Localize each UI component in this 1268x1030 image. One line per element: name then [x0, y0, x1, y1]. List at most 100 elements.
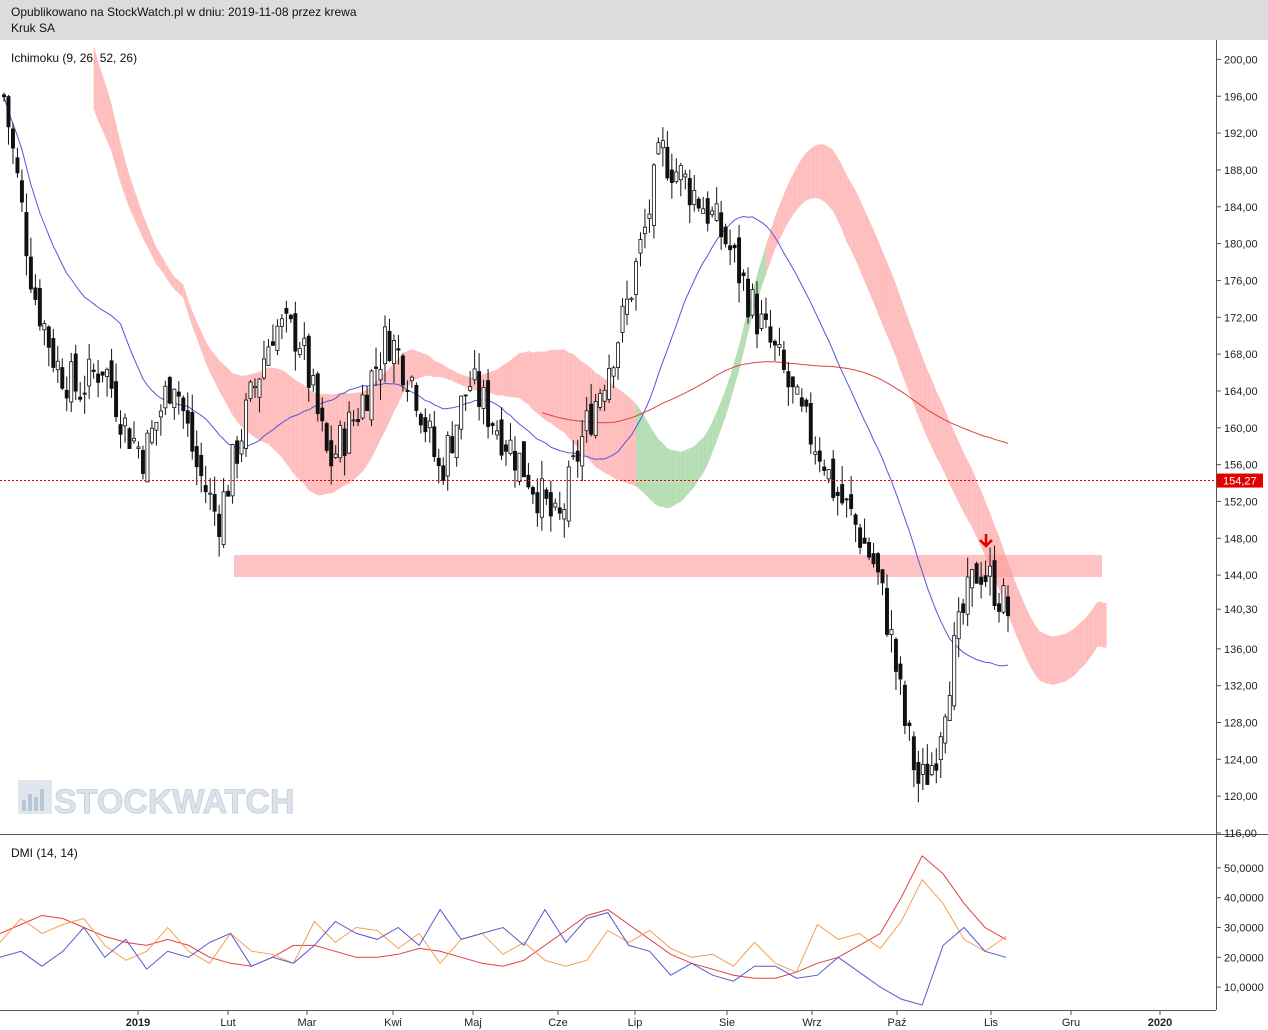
cloud-segment — [335, 392, 341, 492]
cloud-segment — [313, 391, 318, 496]
cloud-segment — [743, 307, 749, 353]
candle-body — [427, 420, 432, 429]
candle-body — [158, 410, 163, 418]
cloud-segment — [936, 390, 941, 466]
cloud-segment — [909, 321, 914, 405]
candle-body — [956, 611, 961, 640]
candle-body — [732, 244, 737, 249]
candle-body — [172, 388, 177, 409]
candle-body — [741, 272, 746, 276]
candle-body — [938, 736, 943, 761]
candle-body — [898, 663, 903, 680]
cloud-segment — [703, 430, 708, 474]
cloud-segment — [263, 367, 269, 445]
candle-body — [391, 340, 396, 365]
cloud-segment — [107, 89, 112, 152]
cloud-segment — [1012, 574, 1017, 638]
candle-body — [840, 484, 845, 504]
current-price-tag — [1217, 473, 1263, 488]
time-tick-label: Wrz — [802, 1017, 821, 1029]
candle-body — [799, 397, 804, 407]
candle-body — [333, 453, 338, 458]
candle-body — [790, 376, 795, 388]
cloud-segment — [1016, 585, 1022, 648]
cloud-segment — [604, 378, 610, 475]
watermark-bar-3 — [34, 797, 38, 811]
time-tick-label: Kwi — [384, 1017, 402, 1029]
cloud-segment — [730, 360, 735, 402]
cloud-segment — [1030, 616, 1035, 675]
cloud-segment — [205, 341, 211, 374]
cloud-segment — [465, 375, 471, 390]
time-tick-label: Maj — [464, 1017, 482, 1029]
cloud-segment — [160, 254, 166, 277]
cloud-segment — [869, 219, 874, 303]
cloud-segment — [443, 364, 448, 380]
time-tick-label: Mar — [298, 1017, 317, 1029]
candle-body — [885, 588, 889, 635]
candle-body — [795, 386, 800, 395]
dmi-series-line — [0, 908, 1007, 1006]
dmi-lines — [0, 855, 1007, 1006]
time-tick-label: Lut — [220, 1017, 235, 1029]
cloud-segment — [828, 146, 834, 212]
cloud-segment — [559, 349, 565, 433]
cloud-segment — [497, 366, 502, 396]
cloud-segment — [178, 280, 184, 298]
candle-body — [768, 326, 773, 343]
cloud-segment — [779, 194, 784, 241]
cloud-segment — [201, 331, 206, 363]
cloud-segment — [788, 174, 793, 223]
candle-body — [593, 401, 598, 437]
candle-body — [42, 323, 47, 331]
cloud-segment — [447, 367, 453, 381]
candle-body — [858, 527, 863, 548]
dmi-series-line — [0, 855, 1007, 979]
cloud-segment — [842, 165, 847, 242]
cloud-segment — [940, 400, 946, 475]
candle-body — [1006, 596, 1010, 617]
candle-body — [324, 423, 329, 451]
cloud-segment — [510, 356, 515, 398]
candle-body — [535, 492, 540, 514]
cloud-segment — [1079, 619, 1085, 670]
candle-body — [1001, 585, 1006, 613]
cloud-segment — [116, 123, 121, 184]
cloud-segment — [1021, 596, 1026, 658]
price-tick-label: 148,00 — [1224, 533, 1258, 545]
candle-body — [123, 417, 127, 427]
candle-body — [602, 389, 607, 402]
cloud-segment — [237, 374, 242, 427]
dmi-axis: 50,0000 40,0000 30,0000 20,0000 10,0000 — [1216, 863, 1264, 994]
candle-body — [983, 575, 988, 583]
candle-body — [763, 313, 768, 320]
candle-body — [988, 565, 993, 577]
cloud-segment — [765, 231, 771, 275]
candle-body — [356, 419, 361, 423]
candle-body — [647, 213, 652, 219]
cloud-segment — [963, 451, 968, 520]
cloud-segment — [219, 360, 224, 399]
cloud-segment — [1061, 633, 1067, 683]
cloud-segment — [393, 358, 399, 413]
candle-body — [383, 326, 387, 365]
candle-body — [575, 450, 580, 462]
cloud-segment — [461, 374, 466, 387]
price-axis: 200,00 196,00 192,00 188,00 184,00 180,00 176,… — [1216, 54, 1258, 840]
cloud-segment — [900, 297, 905, 382]
candle-body — [544, 489, 549, 499]
price-tick-label: 200,00 — [1224, 54, 1258, 66]
time-tick-label: Lis — [984, 1017, 999, 1029]
cloud-segment — [671, 450, 677, 507]
candle-body — [974, 563, 979, 584]
cloud-segment — [815, 144, 820, 200]
candle-body — [279, 318, 284, 327]
cloud-segment — [550, 349, 556, 427]
cloud-segment — [340, 392, 345, 489]
chart-header: Opublikowano na StockWatch.pl w dniu: 20… — [0, 0, 1268, 40]
candle-body — [867, 542, 872, 558]
current-price-layer: 154,27 — [0, 473, 1263, 488]
cloud-segment — [954, 431, 959, 503]
cloud-segment — [384, 368, 390, 432]
cloud-segment — [407, 349, 412, 388]
